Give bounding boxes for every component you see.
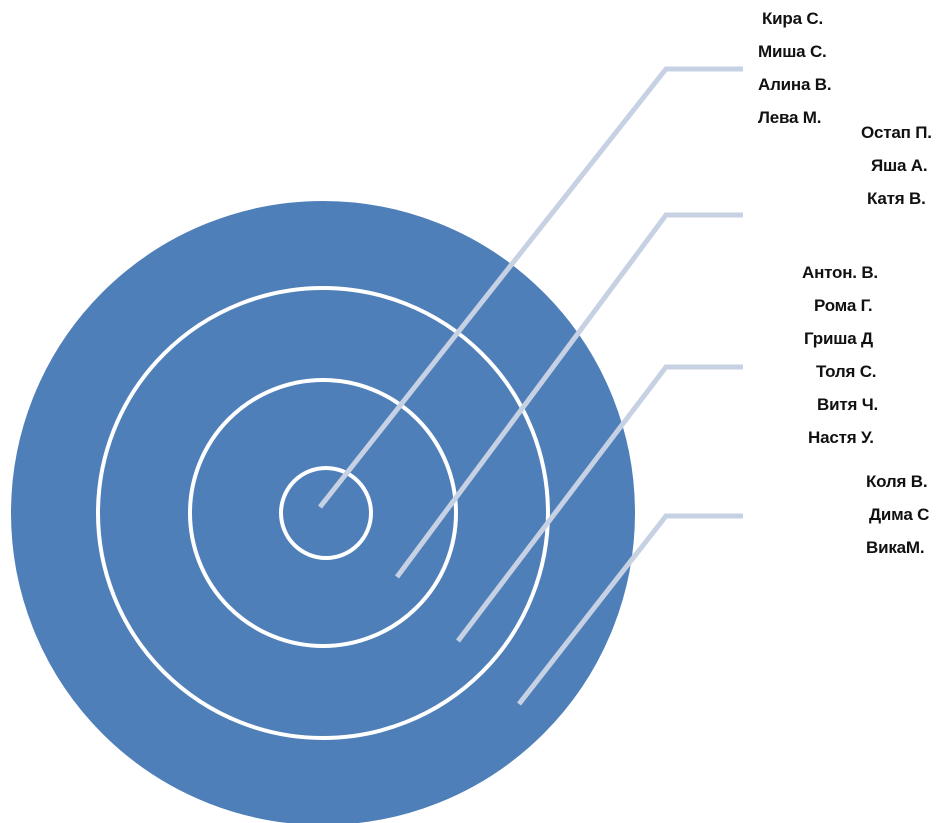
name-label: Лева М. <box>758 108 822 127</box>
name-label: Рома Г. <box>814 296 873 315</box>
name-label: ВикаМ. <box>866 538 925 557</box>
leader-line-center <box>318 66 743 509</box>
name-label: Дима С <box>869 505 930 524</box>
target-ring-3 <box>96 286 550 740</box>
target-center-ring <box>279 466 373 560</box>
name-label: Витя Ч. <box>817 395 878 414</box>
leader-line-outer <box>517 513 743 706</box>
ring-2-names: Остап П. Яша А. Катя В. <box>861 116 932 215</box>
name-label: Катя В. <box>867 189 926 208</box>
name-label: Антон. В. <box>802 263 878 282</box>
name-label: Алина В. <box>758 75 832 94</box>
name-label: Коля В. <box>866 472 928 491</box>
leader-line-ring-2 <box>394 212 743 579</box>
name-label: Кира С. <box>762 9 823 28</box>
name-label: Гриша Д <box>804 329 873 348</box>
leader-line-ring-3 <box>456 364 743 643</box>
name-label: Яша А. <box>871 156 928 175</box>
name-label: Настя У. <box>808 428 874 447</box>
outer-ring-names: Коля В. Дима С ВикаМ. <box>866 465 929 564</box>
ring-3-names: Антон. В. Рома Г. Гриша Д Толя С. Витя Ч… <box>802 256 878 454</box>
name-label: Миша С. <box>758 42 827 61</box>
name-label: Остап П. <box>861 123 932 142</box>
name-label: Толя С. <box>816 362 877 381</box>
target-ring-2 <box>188 378 458 648</box>
target-outer-ring <box>9 199 637 823</box>
center-ring-names: Кира С. Миша С. Алина В. Лева М. <box>758 2 832 134</box>
